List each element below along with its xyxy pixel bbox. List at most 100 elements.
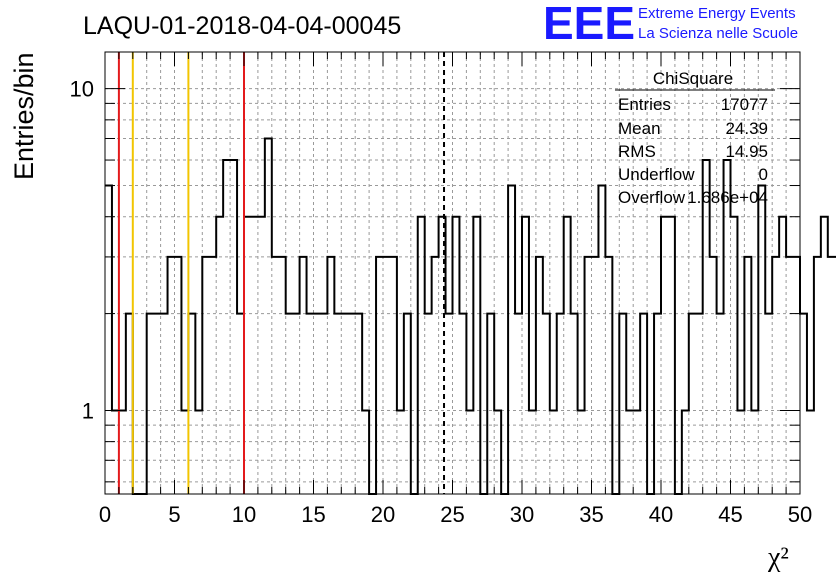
histogram-bin [640, 314, 647, 494]
histogram-bin [383, 257, 390, 494]
histogram-bin [209, 257, 216, 494]
histogram-bin [223, 160, 230, 494]
histogram-bin [689, 314, 696, 494]
histogram-bin [758, 186, 765, 494]
histogram-bin [265, 139, 272, 494]
histogram-bin [661, 217, 668, 494]
histogram-bin [320, 314, 327, 494]
histogram-bin [522, 217, 529, 494]
histogram-bin [821, 217, 828, 494]
histogram-bin [654, 314, 661, 494]
histogram-bin [334, 314, 341, 494]
x-tick-label: 5 [168, 502, 180, 527]
histogram-bin [258, 217, 265, 494]
histogram [105, 137, 836, 495]
histogram-bin [230, 160, 237, 494]
histogram-bin [251, 217, 258, 494]
x-tick-label: 0 [99, 502, 111, 527]
histogram-bin [459, 314, 466, 494]
histogram-bin [592, 257, 599, 494]
chart-title: LAQU-01-2018-04-04-00045 [83, 12, 401, 40]
histogram-bin [286, 314, 293, 494]
x-tick-label: 50 [788, 502, 812, 527]
histogram-bin [126, 314, 133, 494]
histogram-bin [446, 314, 453, 494]
histogram-bin [696, 314, 703, 494]
stats-value-entries: 17077 [721, 95, 768, 114]
histogram-bin [279, 257, 286, 494]
logo-line1: Extreme Energy Events [638, 5, 796, 22]
histogram-bin [300, 257, 307, 494]
axis-ticks [104, 52, 801, 494]
histogram-bin [668, 217, 675, 494]
stats-value-overflow: 1.686e+04 [687, 188, 768, 207]
histogram-bin [807, 410, 814, 494]
histogram-bin [564, 217, 571, 494]
eee-logo: EEE [543, 0, 635, 49]
histogram-bin [724, 160, 731, 494]
histogram-bin [585, 257, 592, 494]
histogram-bin [786, 257, 793, 494]
x-axis-label: χ² [767, 542, 789, 572]
histogram-bin [515, 314, 522, 494]
histogram-bin [355, 314, 362, 494]
histogram-bin [605, 257, 612, 494]
stats-label-overflow: Overflow [618, 188, 686, 207]
histogram-bin [772, 257, 779, 494]
histogram-bin [348, 314, 355, 494]
histogram-bin [453, 217, 460, 494]
histogram-bin [557, 314, 564, 494]
histogram-bin [828, 257, 835, 494]
y-axis-label: Entries/bin [9, 52, 39, 180]
histogram-bin [147, 314, 154, 494]
histogram-bin [293, 314, 300, 494]
x-tick-label: 10 [232, 502, 256, 527]
histogram-bin [105, 186, 112, 494]
histogram-bin [376, 257, 383, 494]
y-tick-label: 10 [70, 77, 94, 102]
stats-label-underflow: Underflow [618, 165, 695, 184]
histogram-bin [237, 314, 244, 494]
histogram-bin [814, 257, 821, 494]
stats-box: ChiSquare Entries 17077 Mean 24.39 RMS 1… [615, 69, 775, 207]
marker-lines [117, 52, 446, 494]
x-tick-label: 40 [649, 502, 673, 527]
histogram-bin [314, 314, 321, 494]
histogram-bin [216, 217, 223, 494]
histogram-bin [202, 257, 209, 494]
histogram-bin [473, 217, 480, 494]
histogram-bin [272, 257, 279, 494]
histogram-bin [508, 186, 515, 494]
stats-value-mean: 24.39 [725, 119, 768, 138]
x-tick-labels: 0 5 10 15 20 25 30 35 40 45 50 [99, 502, 812, 527]
histogram-bin [425, 314, 432, 494]
histogram-bin [154, 314, 161, 494]
histogram-bin [487, 314, 494, 494]
histogram-outline [105, 137, 836, 495]
stats-value-rms: 14.95 [725, 142, 768, 161]
histogram-bin [793, 257, 800, 494]
stats-title: ChiSquare [653, 69, 733, 88]
histogram-bin [598, 186, 605, 494]
histogram-bin [536, 257, 543, 494]
y-tick-label: 1 [82, 398, 94, 423]
histogram-bin [765, 314, 772, 494]
histogram-bin [341, 314, 348, 494]
stats-label-mean: Mean [618, 119, 661, 138]
logo-line2: La Scienza nelle Scuole [638, 25, 798, 42]
y-tick-labels: 1 10 [70, 77, 94, 424]
histogram-bin [307, 314, 314, 494]
histogram-bin [731, 217, 738, 494]
histogram-bin [175, 257, 182, 494]
histogram-bin [244, 217, 251, 494]
histogram-bin [619, 314, 626, 494]
x-tick-label: 30 [510, 502, 534, 527]
histogram-bin [543, 314, 550, 494]
histogram-bin [168, 257, 175, 494]
histogram-bin [327, 257, 334, 494]
x-tick-label: 25 [440, 502, 464, 527]
stats-label-rms: RMS [618, 142, 656, 161]
x-tick-label: 15 [301, 502, 325, 527]
histogram-bin [418, 217, 425, 494]
